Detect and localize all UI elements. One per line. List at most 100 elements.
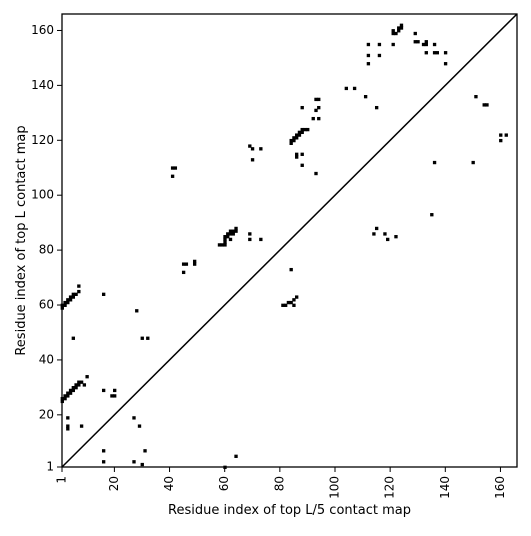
contact-point-upper — [226, 232, 230, 236]
contact-point-upper — [300, 130, 304, 135]
contact-point-upper — [300, 152, 304, 156]
contact-point-upper — [113, 394, 117, 398]
contact-point-lower — [132, 460, 136, 464]
contact-point-lower — [143, 449, 147, 453]
contact-point-upper — [217, 243, 222, 247]
contact-point-upper — [234, 229, 238, 233]
contact-point-upper — [482, 103, 486, 107]
y-tick-label: 20 — [39, 407, 54, 421]
contact-point-upper — [295, 152, 299, 156]
contact-point-upper — [248, 232, 252, 236]
contact-point-upper — [292, 298, 296, 302]
x-tick-label: 80 — [272, 476, 286, 491]
contact-point-upper — [110, 394, 114, 398]
contact-point-upper — [228, 237, 233, 242]
contact-point-upper — [300, 105, 304, 110]
contact-point-upper — [303, 127, 307, 132]
contact-point-lower — [135, 309, 139, 313]
contact-point-upper — [71, 386, 75, 390]
plot-area — [60, 13, 518, 469]
contact-point-upper — [248, 144, 252, 148]
contact-point-lower — [140, 336, 144, 340]
contact-point-upper — [352, 86, 357, 91]
contact-point-upper — [372, 232, 376, 236]
contact-point-upper — [66, 298, 70, 302]
contact-point-upper — [250, 158, 255, 162]
contact-point-upper — [74, 383, 78, 387]
contact-point-upper — [399, 26, 404, 30]
contact-point-upper — [184, 262, 189, 266]
contact-point-upper — [113, 388, 117, 393]
contact-point-upper — [223, 237, 227, 242]
contact-point-lower — [66, 424, 70, 428]
contact-point-upper — [68, 295, 73, 299]
contact-point-upper — [295, 155, 299, 159]
contact-point-lower — [132, 416, 136, 420]
contact-point-upper — [366, 53, 371, 58]
contact-point-upper — [314, 108, 318, 113]
contact-point-upper — [311, 116, 315, 121]
y-tick-label: 140 — [31, 78, 54, 92]
contact-point-upper — [314, 97, 318, 102]
y-tick-label: 100 — [31, 188, 54, 202]
contact-point-upper — [101, 388, 106, 393]
contact-point-upper — [170, 166, 175, 170]
contact-points-layer — [60, 23, 508, 469]
contact-point-upper — [226, 235, 230, 239]
contact-point-upper — [60, 303, 64, 307]
contact-point-upper — [173, 166, 178, 170]
contact-point-upper — [374, 105, 379, 110]
contact-point-upper — [317, 105, 321, 110]
x-axis-label: Residue index of top L/5 contact map — [168, 503, 411, 518]
contact-point-upper — [289, 141, 293, 145]
contact-point-upper — [60, 306, 64, 310]
contact-point-upper — [281, 303, 285, 307]
x-tick-label: 1 — [55, 476, 69, 484]
contact-point-upper — [60, 399, 64, 404]
contact-point-upper — [297, 133, 302, 137]
x-tick-label: 140 — [438, 476, 452, 499]
contact-point-upper — [499, 138, 503, 143]
y-axis-label: Residue index of top L contact map — [14, 125, 29, 355]
contact-point-upper — [74, 386, 78, 390]
contact-point-upper — [399, 23, 404, 27]
contact-point-upper — [259, 147, 263, 151]
contact-point-upper — [430, 213, 434, 217]
contact-point-upper — [306, 127, 310, 132]
x-tick-label: 100 — [328, 476, 342, 499]
contact-point-upper — [377, 42, 382, 47]
y-tick-label: 120 — [31, 133, 54, 147]
contact-point-upper — [394, 235, 398, 239]
contact-point-upper — [60, 397, 64, 401]
contact-point-upper — [286, 300, 291, 305]
contact-point-upper — [71, 295, 75, 299]
x-tick-label: 160 — [493, 476, 507, 499]
contact-point-lower — [137, 424, 142, 428]
contact-point-upper — [71, 388, 75, 393]
contact-point-upper — [259, 237, 263, 242]
y-tick-label: 60 — [39, 298, 54, 312]
contact-point-upper — [292, 138, 296, 143]
contact-point-upper — [314, 171, 318, 176]
contact-point-upper — [386, 237, 390, 242]
x-tick-label: 40 — [162, 476, 176, 491]
contact-point-upper — [424, 51, 428, 55]
contact-point-upper — [66, 394, 70, 398]
contact-point-upper — [432, 160, 437, 165]
contact-point-upper — [391, 31, 395, 36]
contact-point-lower — [140, 462, 144, 467]
contact-point-upper — [71, 336, 75, 340]
contact-point-lower — [66, 416, 70, 420]
contact-point-upper — [223, 243, 227, 247]
contact-point-lower — [234, 454, 238, 458]
contact-point-upper — [292, 303, 296, 307]
y-tick-label: 1 — [46, 460, 54, 474]
contact-point-upper — [485, 103, 489, 107]
contact-point-upper — [397, 29, 401, 33]
contact-point-upper — [82, 383, 87, 387]
contact-point-upper — [234, 226, 238, 231]
contact-point-upper — [344, 86, 348, 91]
contact-point-upper — [471, 160, 475, 165]
contact-point-lower — [66, 427, 70, 431]
